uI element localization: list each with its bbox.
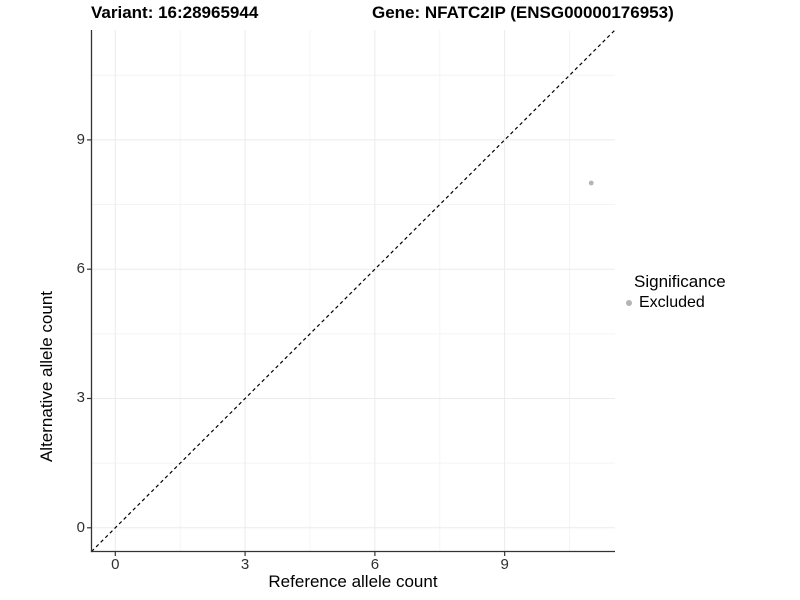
legend-item-label: Excluded xyxy=(639,294,705,311)
legend-item-excluded: Excluded xyxy=(626,294,726,312)
x-tick-label: 0 xyxy=(111,556,120,573)
y-tick-label: 0 xyxy=(76,518,85,536)
data-point-excluded xyxy=(588,180,594,186)
x-tick-label: 6 xyxy=(370,556,380,573)
legend-point-icon xyxy=(626,300,632,306)
y-axis-title-text: Alternative allele count xyxy=(37,290,56,463)
x-tick-label: 9 xyxy=(500,556,509,573)
x-tick-label: 3 xyxy=(240,556,250,573)
legend-title: Significance xyxy=(634,272,726,291)
gene-title: Gene: NFATC2IP (ENSG00000176953) xyxy=(372,3,674,22)
y-tick-label: 3 xyxy=(76,389,85,407)
legend: Significance Excluded xyxy=(626,272,726,312)
variant-title: Variant: 16:28965944 xyxy=(91,3,259,22)
y-tick-label: 6 xyxy=(76,260,85,278)
identity-reference-line xyxy=(91,29,616,552)
y-tick-label: 9 xyxy=(76,130,85,148)
x-axis-title: Reference allele count xyxy=(268,572,438,591)
